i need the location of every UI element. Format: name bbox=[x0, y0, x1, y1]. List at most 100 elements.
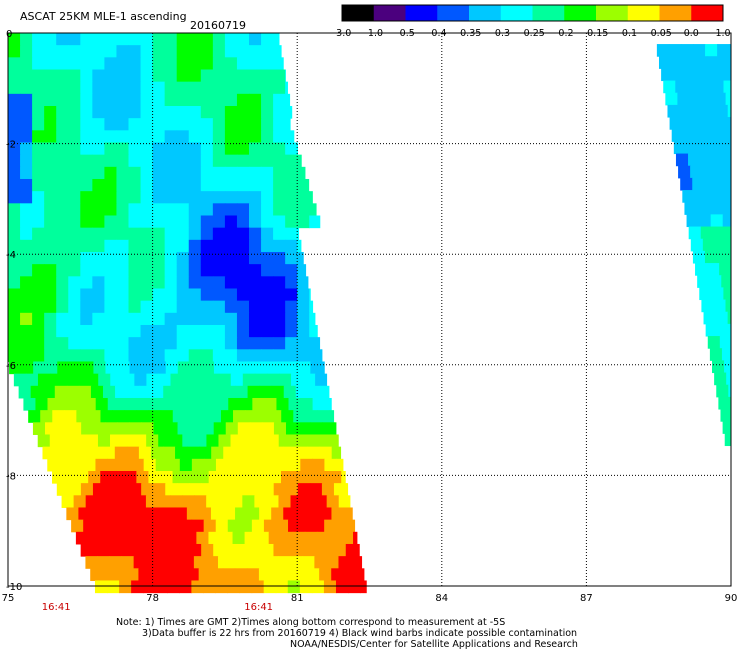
heat-cell bbox=[285, 239, 298, 253]
heat-cell bbox=[146, 373, 159, 387]
heat-cell bbox=[314, 556, 327, 569]
heat-cell bbox=[297, 324, 310, 338]
heat-cell bbox=[285, 543, 299, 557]
heat-cell bbox=[335, 580, 349, 594]
heat-cell bbox=[200, 191, 214, 204]
heat-cell bbox=[56, 203, 69, 216]
heat-cell bbox=[711, 80, 724, 94]
heat-cell bbox=[338, 495, 351, 508]
heat-cell bbox=[188, 276, 202, 289]
heat-cell bbox=[80, 288, 93, 302]
heat-cell bbox=[80, 69, 93, 83]
colorbar-segment bbox=[627, 5, 660, 21]
heat-cell bbox=[32, 33, 45, 46]
heat-cell bbox=[266, 556, 279, 569]
heat-cell bbox=[285, 81, 288, 95]
heat-cell bbox=[20, 81, 33, 95]
heat-cell bbox=[152, 288, 166, 302]
heat-cell bbox=[723, 287, 732, 301]
heat-cell bbox=[309, 191, 313, 204]
heat-cell bbox=[309, 300, 314, 314]
heat-cell bbox=[140, 142, 154, 156]
y-tick-label: -4 bbox=[6, 250, 16, 261]
heat-cell bbox=[249, 166, 262, 180]
heat-cell bbox=[92, 239, 105, 253]
heat-cell bbox=[86, 373, 99, 387]
heat-cell bbox=[80, 239, 93, 253]
heat-cell bbox=[75, 531, 89, 545]
heat-cell bbox=[104, 130, 117, 143]
heat-cell bbox=[92, 33, 105, 46]
heat-cell bbox=[300, 397, 314, 411]
heat-cell bbox=[162, 568, 176, 581]
heat-cell bbox=[212, 251, 226, 265]
heat-cell bbox=[326, 556, 339, 569]
heat-cell bbox=[68, 191, 81, 204]
heat-cell bbox=[681, 117, 695, 130]
heat-cell bbox=[236, 349, 250, 362]
heat-cell bbox=[95, 519, 108, 533]
heat-cell bbox=[249, 142, 262, 156]
heat-cell bbox=[20, 57, 33, 70]
heat-cell bbox=[682, 190, 695, 203]
heat-cell bbox=[692, 177, 705, 191]
heat-cell bbox=[140, 130, 154, 143]
colorbar-label: -0.35 bbox=[457, 28, 482, 39]
heat-cell bbox=[104, 33, 117, 46]
heat-cell bbox=[176, 337, 190, 350]
heat-cell bbox=[141, 483, 154, 496]
heat-cell bbox=[68, 166, 81, 180]
heat-cell bbox=[242, 556, 255, 569]
heat-cell bbox=[203, 580, 216, 594]
heat-cell bbox=[188, 166, 202, 180]
heat-cell bbox=[280, 470, 294, 484]
heat-cell bbox=[104, 312, 117, 326]
heat-cell bbox=[116, 33, 129, 46]
heat-cell bbox=[140, 33, 154, 46]
heat-cell bbox=[689, 92, 702, 106]
heat-cell bbox=[112, 410, 126, 423]
heat-cell bbox=[176, 239, 190, 253]
heat-cell bbox=[188, 215, 202, 229]
heat-cell bbox=[80, 227, 93, 241]
heat-cell bbox=[333, 483, 347, 496]
heat-cell bbox=[225, 543, 238, 557]
heat-cell bbox=[64, 410, 77, 423]
heat-cell bbox=[275, 519, 289, 533]
heat-cell bbox=[189, 361, 203, 375]
heat-cell bbox=[104, 543, 118, 557]
heat-cell bbox=[164, 57, 178, 70]
heat-cell bbox=[357, 543, 360, 557]
heat-cell bbox=[285, 483, 299, 496]
y-tick-labels: 0 -2 -4 -6 -8 -10 bbox=[6, 29, 22, 593]
heat-cell bbox=[76, 410, 89, 423]
heat-cell bbox=[236, 57, 250, 70]
heat-cell bbox=[224, 215, 238, 229]
heat-cell bbox=[8, 324, 21, 338]
heat-cell bbox=[224, 45, 238, 58]
heat-cell bbox=[273, 422, 287, 435]
heat-cell bbox=[328, 531, 342, 545]
heat-cell bbox=[8, 33, 21, 46]
heat-cell bbox=[298, 422, 311, 435]
heat-cell bbox=[128, 349, 142, 362]
heat-cell bbox=[128, 288, 142, 302]
heat-cell bbox=[56, 166, 69, 180]
heat-cell bbox=[139, 385, 152, 399]
heat-cell bbox=[273, 288, 286, 302]
heat-cell bbox=[331, 568, 344, 581]
heat-cell bbox=[690, 238, 704, 252]
heat-cell bbox=[261, 81, 274, 95]
heat-cell bbox=[309, 483, 323, 496]
heat-cell bbox=[322, 422, 335, 435]
heat-cell bbox=[140, 312, 154, 326]
heat-cell bbox=[141, 422, 154, 435]
heat-cell bbox=[152, 118, 166, 131]
heat-cell bbox=[246, 568, 260, 581]
heat-cell bbox=[274, 361, 287, 375]
heat-cell bbox=[250, 361, 263, 375]
heat-cell bbox=[42, 446, 56, 460]
heat-cell bbox=[134, 373, 147, 387]
colorbar-segment bbox=[405, 5, 438, 21]
heat-cell bbox=[20, 215, 33, 229]
